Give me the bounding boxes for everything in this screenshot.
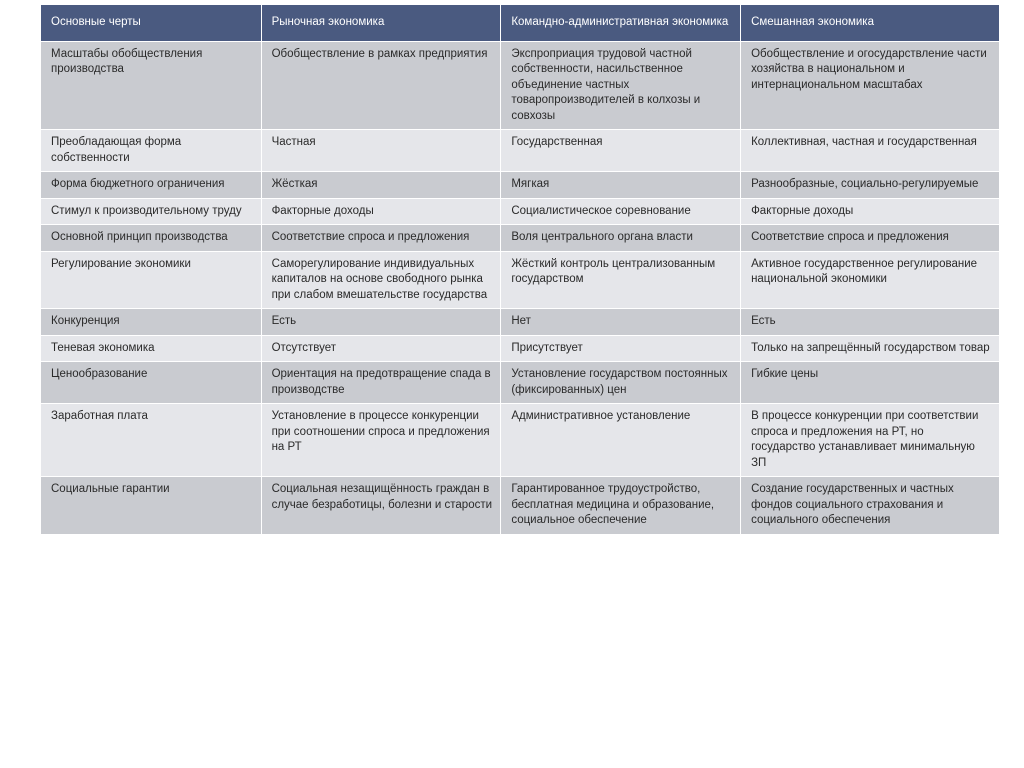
table-row: Основной принцип производства Соответств… bbox=[41, 225, 1000, 252]
cell: Есть bbox=[261, 309, 501, 336]
cell: Преобладающая форма собственности bbox=[41, 130, 262, 172]
cell: В процессе конкуренции при соответствии … bbox=[741, 404, 1000, 477]
cell: Теневая экономика bbox=[41, 335, 262, 362]
table-row: Форма бюджетного ограничения Жёсткая Мяг… bbox=[41, 172, 1000, 199]
cell: Гарантированное трудоустройство, бесплат… bbox=[501, 477, 741, 535]
cell: Ценообразование bbox=[41, 362, 262, 404]
table-header: Основные черты Рыночная экономика Команд… bbox=[41, 5, 1000, 42]
cell: Саморегулирование индивидуальных капитал… bbox=[261, 251, 501, 309]
comparison-table: Основные черты Рыночная экономика Команд… bbox=[40, 4, 1000, 535]
cell: Обобществление и огосударствление части … bbox=[741, 41, 1000, 130]
cell: Активное государственное регулирование н… bbox=[741, 251, 1000, 309]
cell: Административное установление bbox=[501, 404, 741, 477]
table-row: Ценообразование Ориентация на предотвращ… bbox=[41, 362, 1000, 404]
table-row: Масштабы обобществления производства Обо… bbox=[41, 41, 1000, 130]
cell: Стимул к производительному труду bbox=[41, 198, 262, 225]
cell: Установление государством постоянных (фи… bbox=[501, 362, 741, 404]
cell: Государственная bbox=[501, 130, 741, 172]
slide: Основные черты Рыночная экономика Команд… bbox=[0, 0, 1024, 768]
cell: Мягкая bbox=[501, 172, 741, 199]
cell: Есть bbox=[741, 309, 1000, 336]
cell: Частная bbox=[261, 130, 501, 172]
cell: Жёсткий контроль централизованным госуда… bbox=[501, 251, 741, 309]
cell: Факторные доходы bbox=[741, 198, 1000, 225]
cell: Разнообразные, социально-регулируемые bbox=[741, 172, 1000, 199]
table-row: Стимул к производительному труду Факторн… bbox=[41, 198, 1000, 225]
cell: Воля центрального органа власти bbox=[501, 225, 741, 252]
cell: Экспроприация трудовой частной собственн… bbox=[501, 41, 741, 130]
cell: Форма бюджетного ограничения bbox=[41, 172, 262, 199]
cell: Соответствие спроса и предложения bbox=[261, 225, 501, 252]
table-body: Масштабы обобществления производства Обо… bbox=[41, 41, 1000, 534]
table-row: Теневая экономика Отсутствует Присутству… bbox=[41, 335, 1000, 362]
cell: Масштабы обобществления производства bbox=[41, 41, 262, 130]
cell: Конкуренция bbox=[41, 309, 262, 336]
cell: Отсутствует bbox=[261, 335, 501, 362]
col-header: Командно-административная экономика bbox=[501, 5, 741, 42]
cell: Присутствует bbox=[501, 335, 741, 362]
cell: Ориентация на предотвращение спада в про… bbox=[261, 362, 501, 404]
cell: Основной принцип производства bbox=[41, 225, 262, 252]
table-row: Заработная плата Установление в процессе… bbox=[41, 404, 1000, 477]
cell: Социальная незащищённость граждан в случ… bbox=[261, 477, 501, 535]
cell: Создание государственных и частных фондо… bbox=[741, 477, 1000, 535]
table-row: Преобладающая форма собственности Частна… bbox=[41, 130, 1000, 172]
cell: Нет bbox=[501, 309, 741, 336]
col-header: Рыночная экономика bbox=[261, 5, 501, 42]
cell: Социальные гарантии bbox=[41, 477, 262, 535]
cell: Соответствие спроса и предложения bbox=[741, 225, 1000, 252]
cell: Обобществление в рамках предприятия bbox=[261, 41, 501, 130]
cell: Социалистическое соревнование bbox=[501, 198, 741, 225]
col-header: Основные черты bbox=[41, 5, 262, 42]
cell: Установление в процессе конкуренции при … bbox=[261, 404, 501, 477]
cell: Коллективная, частная и государственная bbox=[741, 130, 1000, 172]
table-row: Регулирование экономики Саморегулировани… bbox=[41, 251, 1000, 309]
cell: Регулирование экономики bbox=[41, 251, 262, 309]
cell: Факторные доходы bbox=[261, 198, 501, 225]
table-row: Социальные гарантии Социальная незащищён… bbox=[41, 477, 1000, 535]
cell: Заработная плата bbox=[41, 404, 262, 477]
cell: Гибкие цены bbox=[741, 362, 1000, 404]
cell: Только на запрещённый государством товар bbox=[741, 335, 1000, 362]
col-header: Смешанная экономика bbox=[741, 5, 1000, 42]
table-row: Конкуренция Есть Нет Есть bbox=[41, 309, 1000, 336]
cell: Жёсткая bbox=[261, 172, 501, 199]
